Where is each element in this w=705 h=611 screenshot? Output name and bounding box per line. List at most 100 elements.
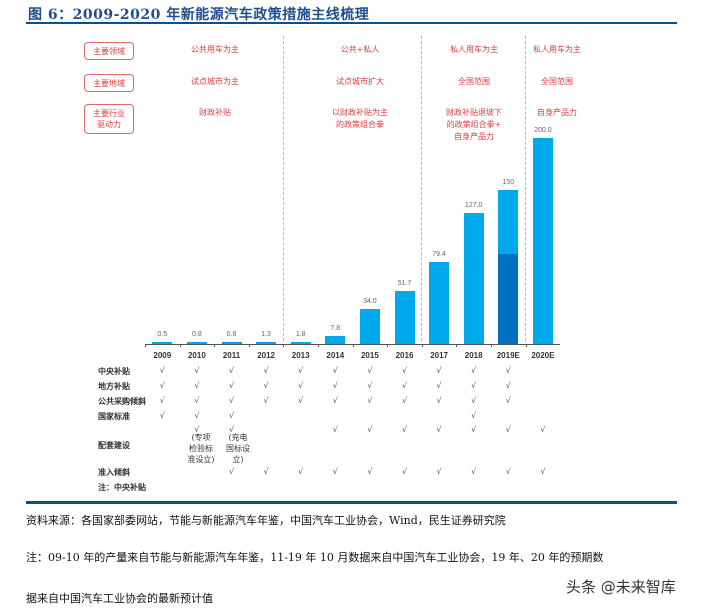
check-mark: √ bbox=[228, 411, 235, 420]
check-mark: √ bbox=[332, 366, 338, 375]
check-mark: √ bbox=[436, 425, 442, 434]
x-tick bbox=[214, 344, 216, 347]
table-footnote: 注：中央补贴 bbox=[98, 483, 146, 492]
check-mark: √ bbox=[367, 366, 373, 375]
bar-2020E bbox=[532, 138, 553, 344]
check-mark: √ bbox=[401, 425, 408, 434]
row-label-region: 主要地域 bbox=[84, 74, 134, 92]
value-label: 79.4 bbox=[432, 251, 446, 259]
bar-2013 bbox=[290, 342, 311, 344]
value-label: 34.0 bbox=[363, 297, 377, 305]
check-mark: √ bbox=[471, 381, 477, 390]
check-mark: √ bbox=[367, 467, 373, 476]
x-tick-label: 2014 bbox=[326, 351, 345, 360]
check-mark: √ bbox=[298, 381, 304, 390]
phase3-driver: 财政补贴退坡下 的政策组合拳+ 自身产品力 bbox=[446, 108, 502, 141]
check-mark: √ bbox=[436, 467, 442, 476]
value-label: 7.8 bbox=[330, 324, 341, 332]
bar-segment-2019E bbox=[498, 254, 519, 344]
check-mark: √ bbox=[159, 396, 165, 405]
x-tick bbox=[248, 344, 250, 347]
table-row-label: 地方补贴 bbox=[98, 382, 130, 391]
check-mark: √ bbox=[194, 366, 200, 375]
row-label-driver: 主要行业 驱动力 bbox=[84, 104, 134, 134]
check-mark: √ bbox=[228, 366, 235, 375]
phase1-region: 试点城市为主 bbox=[191, 77, 239, 86]
title-rule bbox=[26, 22, 677, 24]
check-mark: √ bbox=[159, 381, 165, 390]
check-mark: √ bbox=[263, 396, 269, 405]
check-mark: √ bbox=[471, 366, 477, 375]
row-label-domain: 主要领域 bbox=[84, 42, 134, 60]
x-tick bbox=[421, 344, 423, 347]
phase3-domain: 私人用车为主 bbox=[450, 45, 498, 54]
phase-separator-2016 bbox=[421, 36, 422, 341]
note-2010: (专项 检验标 准设立) bbox=[187, 433, 215, 464]
check-mark: √ bbox=[159, 411, 165, 420]
watermark: 头条 @未来智库 bbox=[566, 578, 676, 596]
bar-2012 bbox=[256, 342, 277, 344]
check-mark: √ bbox=[228, 381, 235, 390]
check-mark: √ bbox=[263, 467, 269, 476]
table-row-label: 准入倾斜 bbox=[98, 468, 130, 477]
phase2-driver: 以财政补贴为主 的政策组合拳 bbox=[332, 108, 388, 129]
x-axis bbox=[145, 344, 560, 345]
x-tick-label: 2019E bbox=[496, 351, 520, 360]
check-mark: √ bbox=[471, 396, 477, 405]
bar-2014 bbox=[325, 335, 346, 344]
value-label: 150 bbox=[502, 178, 515, 186]
phase-separator-2019 bbox=[525, 36, 526, 341]
x-tick-label: 2018 bbox=[464, 351, 483, 360]
table-row-label: 中央补贴 bbox=[98, 367, 130, 376]
check-mark: √ bbox=[540, 467, 546, 476]
check-mark: √ bbox=[471, 411, 477, 420]
phase3-region: 全国范围 bbox=[458, 77, 490, 86]
phase4-region: 全国范围 bbox=[541, 77, 573, 86]
x-tick-label: 2011 bbox=[222, 351, 241, 360]
x-tick-label: 2015 bbox=[360, 351, 379, 360]
phase2-domain: 公共+私人 bbox=[340, 45, 380, 54]
check-mark: √ bbox=[401, 467, 408, 476]
note-text-line1: 注：09-10 年的产量来自节能与新能源汽车年鉴，11-19 年 10 月数据来… bbox=[26, 551, 604, 564]
check-mark: √ bbox=[228, 396, 235, 405]
check-mark: √ bbox=[332, 425, 338, 434]
table-row-label: 配套建设 bbox=[98, 441, 130, 450]
x-tick bbox=[525, 344, 527, 347]
check-mark: √ bbox=[228, 425, 235, 434]
check-mark: √ bbox=[298, 467, 304, 476]
bar-2009 bbox=[152, 342, 173, 344]
x-tick-label: 2013 bbox=[291, 351, 310, 360]
check-mark: √ bbox=[263, 366, 269, 375]
check-mark: √ bbox=[367, 425, 373, 434]
x-tick-label: 2010 bbox=[187, 351, 206, 360]
check-mark: √ bbox=[194, 411, 200, 420]
value-label: 1.3 bbox=[261, 331, 271, 338]
value-label: 51.7 bbox=[397, 279, 412, 287]
x-tick bbox=[318, 344, 319, 347]
check-mark: √ bbox=[471, 425, 477, 434]
check-mark: √ bbox=[505, 381, 511, 390]
phase4-driver: 自身产品力 bbox=[537, 108, 577, 117]
x-tick bbox=[283, 344, 285, 347]
value-label: 200.0 bbox=[534, 127, 552, 134]
table-row-label: 公共采购倾斜 bbox=[98, 397, 146, 406]
check-mark: √ bbox=[194, 425, 200, 434]
phase1-domain: 公共用车为主 bbox=[191, 45, 239, 54]
source-text: 资料来源：各国家部委网站，节能与新能源汽车年鉴，中国汽车工业协会，Wind，民生… bbox=[26, 514, 506, 527]
table-row-label: 国家标准 bbox=[98, 412, 130, 421]
check-mark: √ bbox=[194, 396, 200, 405]
phase2-region: 试点城市扩大 bbox=[336, 77, 384, 86]
x-tick bbox=[352, 344, 354, 347]
value-label: 0.5 bbox=[157, 331, 168, 338]
check-mark: √ bbox=[194, 381, 200, 390]
phase1-driver: 财政补贴 bbox=[199, 108, 231, 117]
check-mark: √ bbox=[367, 396, 373, 405]
check-mark: √ bbox=[159, 366, 165, 375]
bar-2011 bbox=[221, 342, 242, 344]
check-mark: √ bbox=[298, 396, 304, 405]
bar-2010 bbox=[186, 342, 207, 344]
x-tick-label: 2020E bbox=[531, 351, 555, 360]
phase-separator-2012 bbox=[283, 36, 284, 341]
bar-2017 bbox=[429, 262, 450, 344]
check-mark: √ bbox=[540, 425, 546, 434]
